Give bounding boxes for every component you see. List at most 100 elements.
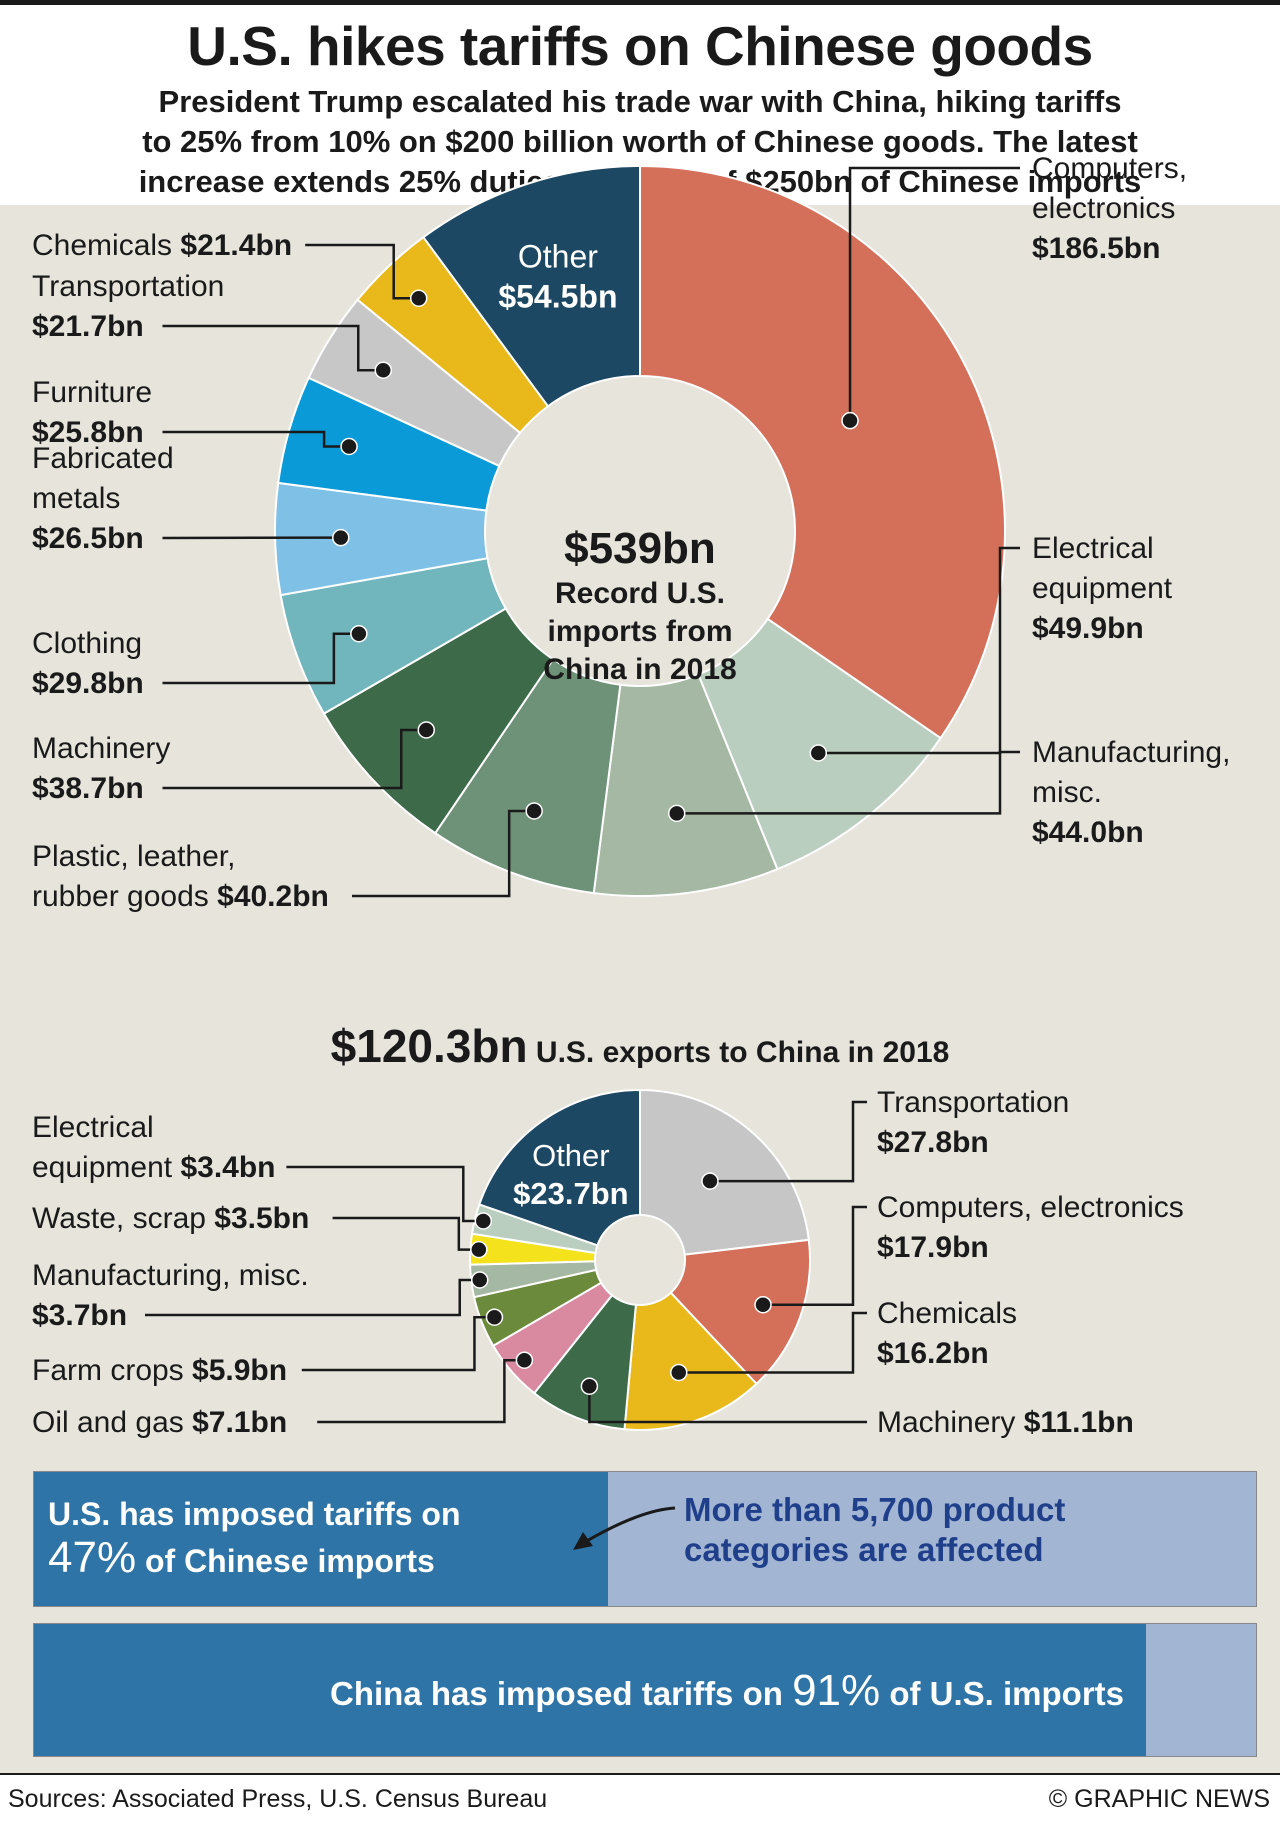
leader-computers-electronics-exports xyxy=(763,1205,867,1306)
label-computers-electronics: electronics xyxy=(1032,192,1175,225)
center-caption: China in 2018 xyxy=(543,653,736,686)
footer-rule xyxy=(0,1773,1280,1775)
label-oil-and-gas-exports: Oil and gas $7.1bn xyxy=(32,1406,287,1439)
note-line1: More than 5,700 product xyxy=(684,1491,1066,1528)
slice-other-1 xyxy=(421,164,641,408)
leader-chemicals-exports xyxy=(678,1311,867,1374)
leader-electrical-equipment-exports xyxy=(286,1165,484,1223)
label-transportation-exports: Transportation xyxy=(877,1086,1069,1119)
leader-furniture xyxy=(162,430,350,448)
china-tariff-prefix: China has imposed tariffs on xyxy=(330,1675,793,1712)
leader-dot-machinery-exports xyxy=(580,1377,599,1395)
leader-computers-electronics xyxy=(848,166,1020,421)
label-transportation: Transportation xyxy=(32,270,224,303)
exports-total: $120.3bn xyxy=(331,1020,528,1072)
label-plastic-leather-rubber-goods: Plastic, leather, xyxy=(32,840,235,873)
leader-dot-fabricated-metals xyxy=(332,528,350,547)
leader-dot-transportation-exports xyxy=(701,1172,719,1190)
leader-dot-furniture xyxy=(340,437,358,456)
amount-computers-electronics: $186.5bn xyxy=(1032,232,1160,265)
amount-waste-scrap-exports: $3.5bn xyxy=(206,1202,309,1235)
slice-amount-other: $54.5bn xyxy=(498,278,617,314)
leader-dot-computers-electronics-exports xyxy=(754,1295,772,1314)
label-fabricated-metals: metals xyxy=(32,482,120,515)
china-tariff-text: China has imposed tariffs on 91% of U.S.… xyxy=(34,1666,1124,1716)
china-tariff-rest: of U.S. imports xyxy=(880,1675,1124,1712)
leader-dot-machinery xyxy=(417,721,436,739)
amount-computers-electronics-exports: $17.9bn xyxy=(877,1231,989,1264)
us-tariff-text: U.S. has imposed tariffs on 47% of Chine… xyxy=(48,1492,461,1583)
label-chemicals: Chemicals $21.4bn xyxy=(32,229,292,262)
label-computers-electronics-exports: Computers, electronics xyxy=(877,1191,1184,1224)
exports-caption: U.S. exports to China in 2018 xyxy=(528,1036,950,1069)
label-farm-crops-exports: Farm crops $5.9bn xyxy=(32,1354,287,1387)
leader-dot-electrical-equipment xyxy=(809,744,828,762)
slice-transportation-2 xyxy=(639,1088,810,1256)
leader-clothing xyxy=(162,632,359,685)
leader-dot-electrical-equipment-exports xyxy=(474,1212,493,1230)
us-tariff-rest: of Chinese imports xyxy=(136,1543,435,1579)
leader-machinery xyxy=(162,728,427,790)
amount-machinery-exports: $11.1bn xyxy=(1015,1406,1133,1439)
label-waste-scrap-exports: Waste, scrap $3.5bn xyxy=(32,1202,309,1235)
label-machinery: Machinery xyxy=(32,732,170,765)
leader-dot-chemicals xyxy=(409,289,428,307)
exports-title: $120.3bn U.S. exports to China in 2018 xyxy=(331,1020,950,1072)
curved-arrow-icon xyxy=(573,1506,676,1550)
leader-oil-and-gas-exports xyxy=(317,1358,525,1424)
label-manufacturing-misc-exports: Manufacturing, misc. xyxy=(32,1259,309,1292)
leader-machinery-exports xyxy=(588,1386,867,1424)
amount-electrical-equipment-exports: $3.4bn xyxy=(172,1151,275,1184)
sources: Sources: Associated Press, U.S. Census B… xyxy=(8,1785,548,1813)
amount-transportation-exports: $27.8bn xyxy=(877,1126,989,1159)
label-manufacturing-misc: misc. xyxy=(1032,776,1102,809)
leader-dot-farm-crops-exports xyxy=(485,1308,504,1326)
subtitle-line: to 25% from 10% on $200 billion worth of… xyxy=(142,124,1138,159)
top-rule xyxy=(0,0,1280,5)
label-electrical-equipment-exports: Electrical xyxy=(32,1111,154,1144)
amount-electrical-equipment: $49.9bn xyxy=(1032,612,1144,645)
china-tariff-fill xyxy=(34,1624,1147,1756)
slice-other-2 xyxy=(478,1088,641,1247)
leader-dot-plastic-leather-rubber-goods xyxy=(525,802,543,820)
leader-dot-chemicals-exports xyxy=(669,1363,688,1382)
leader-transportation-exports xyxy=(709,1100,867,1183)
slice-chemicals-2 xyxy=(623,1291,758,1431)
us-tariff-bar: U.S. has imposed tariffs on 47% of Chine… xyxy=(33,1471,1257,1607)
amount-furniture: $25.8bn xyxy=(32,416,144,449)
label-chemicals-exports: Chemicals xyxy=(877,1297,1017,1330)
note-line2: categories are affected xyxy=(684,1531,1044,1568)
us-tariff-pct: 47% xyxy=(48,1533,137,1582)
label-electrical-equipment-exports: equipment $3.4bn xyxy=(32,1151,275,1184)
label-manufacturing-misc: Manufacturing, xyxy=(1032,736,1230,769)
china-tariff-pct: 91% xyxy=(792,1666,881,1715)
leader-manufacturing-misc-exports xyxy=(145,1278,480,1317)
amount-fabricated-metals: $26.5bn xyxy=(32,522,144,555)
label-furniture: Furniture xyxy=(32,376,152,409)
slice-label-other-exports: Other xyxy=(532,1138,610,1173)
label-plastic-leather-rubber-goods: rubber goods $40.2bn xyxy=(32,880,329,913)
china-tariff-bar: China has imposed tariffs on 91% of U.S.… xyxy=(33,1623,1257,1757)
amount-farm-crops-exports: $5.9bn xyxy=(184,1354,287,1387)
us-tariff-fill xyxy=(34,1472,609,1606)
us-tariff-line1: U.S. has imposed tariffs on xyxy=(48,1496,461,1532)
amount-chemicals-exports: $16.2bn xyxy=(877,1337,989,1370)
leader-dot-computers-electronics xyxy=(841,411,859,430)
leader-plastic-leather-rubber-goods xyxy=(352,809,535,898)
slice-machinery-2 xyxy=(532,1293,637,1431)
amount-clothing: $29.8bn xyxy=(32,667,144,700)
amount-manufacturing-misc: $44.0bn xyxy=(1032,816,1144,849)
center-caption: Record U.S. xyxy=(555,577,725,610)
leader-farm-crops-exports xyxy=(301,1315,495,1372)
slice-electrical-equipment-1 xyxy=(697,617,942,871)
leader-manufacturing-misc xyxy=(676,750,1020,815)
amount-oil-and-gas-exports: $7.1bn xyxy=(184,1406,287,1439)
slice-amount-other-exports: $23.7bn xyxy=(513,1176,628,1211)
center-caption: imports from xyxy=(547,615,732,648)
slice-label-other: Other xyxy=(518,238,598,274)
page-title: U.S. hikes tariffs on Chinese goods xyxy=(187,15,1093,77)
label-machinery-exports: Machinery $11.1bn xyxy=(877,1406,1134,1439)
amount-machinery: $38.7bn xyxy=(32,772,144,805)
leader-dot-waste-scrap-exports xyxy=(470,1240,488,1259)
